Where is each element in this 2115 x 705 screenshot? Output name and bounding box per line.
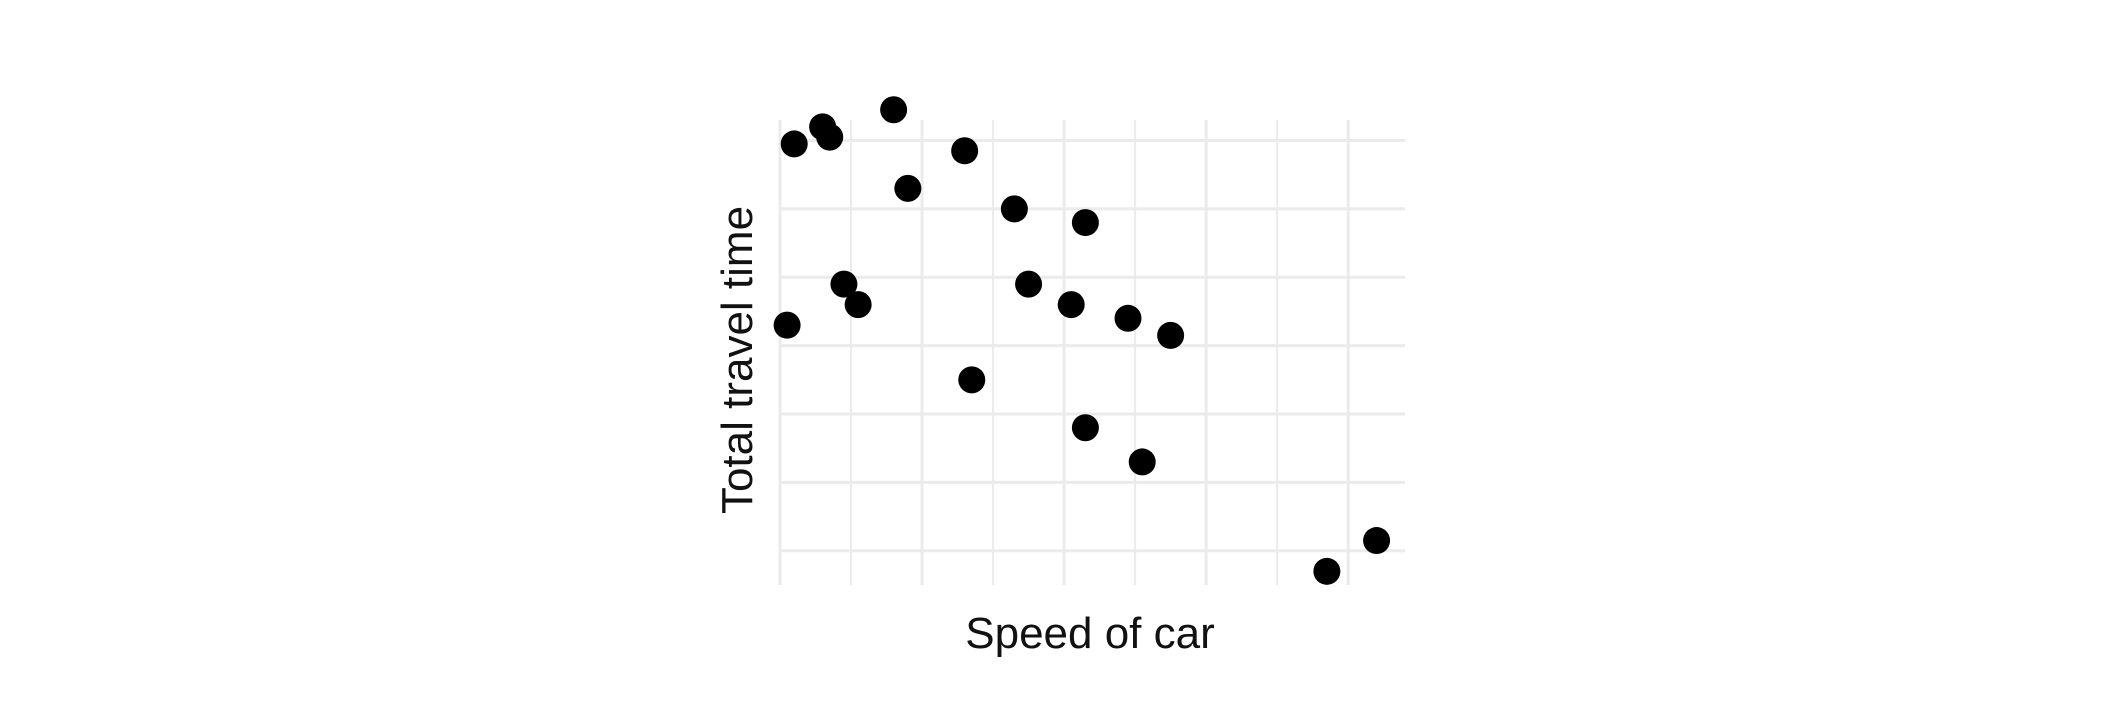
- grid-lines: [778, 120, 1405, 585]
- data-point: [880, 96, 908, 124]
- data-point: [1128, 448, 1156, 476]
- data-point: [830, 270, 858, 298]
- data-point: [894, 174, 922, 202]
- data-points: [773, 96, 1391, 585]
- data-point: [844, 291, 872, 319]
- data-point: [1157, 321, 1185, 349]
- data-point: [1363, 527, 1391, 555]
- data-point: [1015, 270, 1043, 298]
- data-point: [1057, 291, 1085, 319]
- data-point: [1313, 557, 1341, 585]
- x-axis-title: Speed of car: [965, 609, 1215, 658]
- y-axis-title: Total travel time: [713, 206, 762, 514]
- data-point: [1071, 209, 1099, 237]
- data-point: [1071, 414, 1099, 442]
- data-point: [958, 366, 986, 394]
- data-point: [816, 123, 844, 151]
- data-point: [780, 130, 808, 158]
- data-point: [951, 137, 979, 165]
- data-point: [773, 311, 801, 339]
- data-point: [1114, 304, 1142, 332]
- data-point: [1000, 195, 1028, 223]
